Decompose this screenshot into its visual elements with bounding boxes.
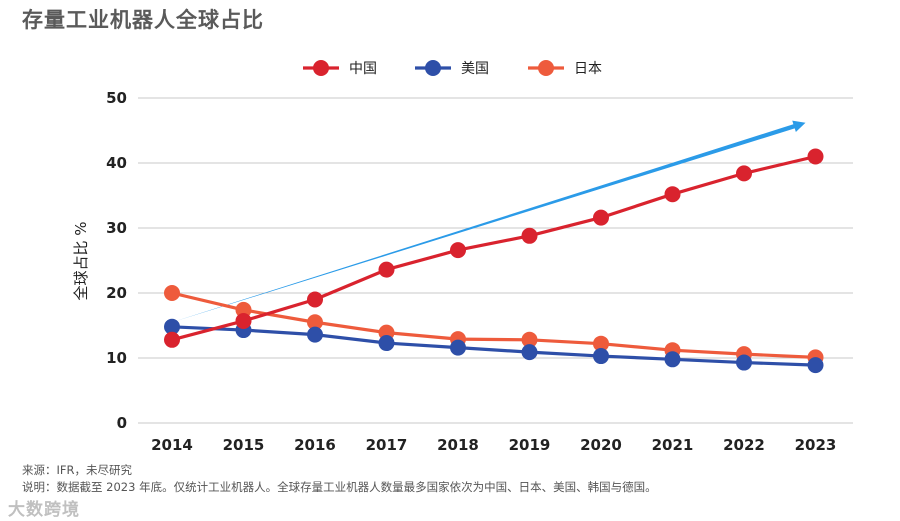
y-tick-label: 20 <box>106 284 127 302</box>
data-point <box>235 312 252 329</box>
data-point <box>307 291 323 308</box>
series-line <box>171 325 816 367</box>
y-axis-label: 全球占比 % <box>72 221 90 300</box>
data-point <box>235 301 252 318</box>
series-line <box>171 291 816 359</box>
legend-label: 日本 <box>574 61 602 77</box>
y-tick-label: 40 <box>106 154 127 172</box>
legend-swatch-dot <box>313 60 329 76</box>
x-tick-label: 2023 <box>795 436 837 454</box>
data-point <box>593 348 609 365</box>
x-tick-label: 2018 <box>437 436 479 454</box>
y-tick-label: 50 <box>106 89 127 107</box>
x-tick-label: 2014 <box>151 436 193 454</box>
legend: 中国 美国 日本 <box>303 60 602 77</box>
data-point <box>378 335 395 352</box>
data-point <box>164 318 180 335</box>
data-point <box>807 148 824 165</box>
data-point <box>378 261 395 278</box>
x-tick-label: 2020 <box>580 436 622 454</box>
x-tick-label: 2015 <box>223 436 265 454</box>
legend-item: 美国 <box>415 60 489 77</box>
data-point <box>593 335 609 352</box>
y-axis-ticks: 0 10 20 30 40 50 <box>106 89 127 432</box>
data-point <box>450 242 466 259</box>
source-note: 来源：IFR，未尽研究 <box>22 463 132 477</box>
legend-swatch-dot <box>538 60 554 76</box>
series-line <box>171 154 816 342</box>
data-point <box>521 227 538 244</box>
data-point <box>307 326 323 343</box>
y-tick-label: 0 <box>117 414 127 432</box>
legend-item: 日本 <box>528 60 602 77</box>
data-point <box>593 209 609 226</box>
trend-arrow-shape <box>172 120 806 323</box>
data-point <box>664 186 681 203</box>
x-tick-label: 2017 <box>366 436 408 454</box>
data-point <box>307 314 323 331</box>
x-axis-ticks: 2014 2015 2016 2017 2018 2019 2020 2021 2022 2023 <box>151 436 836 454</box>
data-point <box>164 331 180 348</box>
data-point <box>736 165 752 182</box>
data-point <box>807 357 824 374</box>
legend-label: 中国 <box>349 61 377 77</box>
data-point <box>521 331 538 348</box>
legend-label: 美国 <box>461 61 489 77</box>
series-lines <box>164 148 824 374</box>
x-tick-label: 2019 <box>509 436 551 454</box>
data-point <box>521 344 538 361</box>
x-tick-label: 2022 <box>723 436 765 454</box>
grid-lines <box>138 97 853 424</box>
legend-item: 中国 <box>303 60 377 77</box>
x-tick-label: 2016 <box>294 436 336 454</box>
chart-title: 存量工业机器人全球占比 <box>22 8 264 32</box>
legend-swatch-dot <box>425 60 441 76</box>
trend-arrow <box>172 120 806 323</box>
data-point <box>736 354 752 371</box>
data-point <box>164 285 180 301</box>
series-中国 <box>164 148 824 348</box>
y-tick-label: 10 <box>106 349 127 367</box>
series-日本 <box>164 285 824 366</box>
watermark: 大数跨境 <box>8 500 80 520</box>
y-tick-label: 30 <box>106 219 127 237</box>
x-tick-label: 2021 <box>652 436 694 454</box>
data-point <box>664 351 681 368</box>
series-美国 <box>164 318 824 374</box>
description-note: 说明：数据截至 2023 年底。仅统计工业机器人。全球存量工业机器人数量最多国家… <box>22 480 657 494</box>
data-point <box>450 339 466 356</box>
